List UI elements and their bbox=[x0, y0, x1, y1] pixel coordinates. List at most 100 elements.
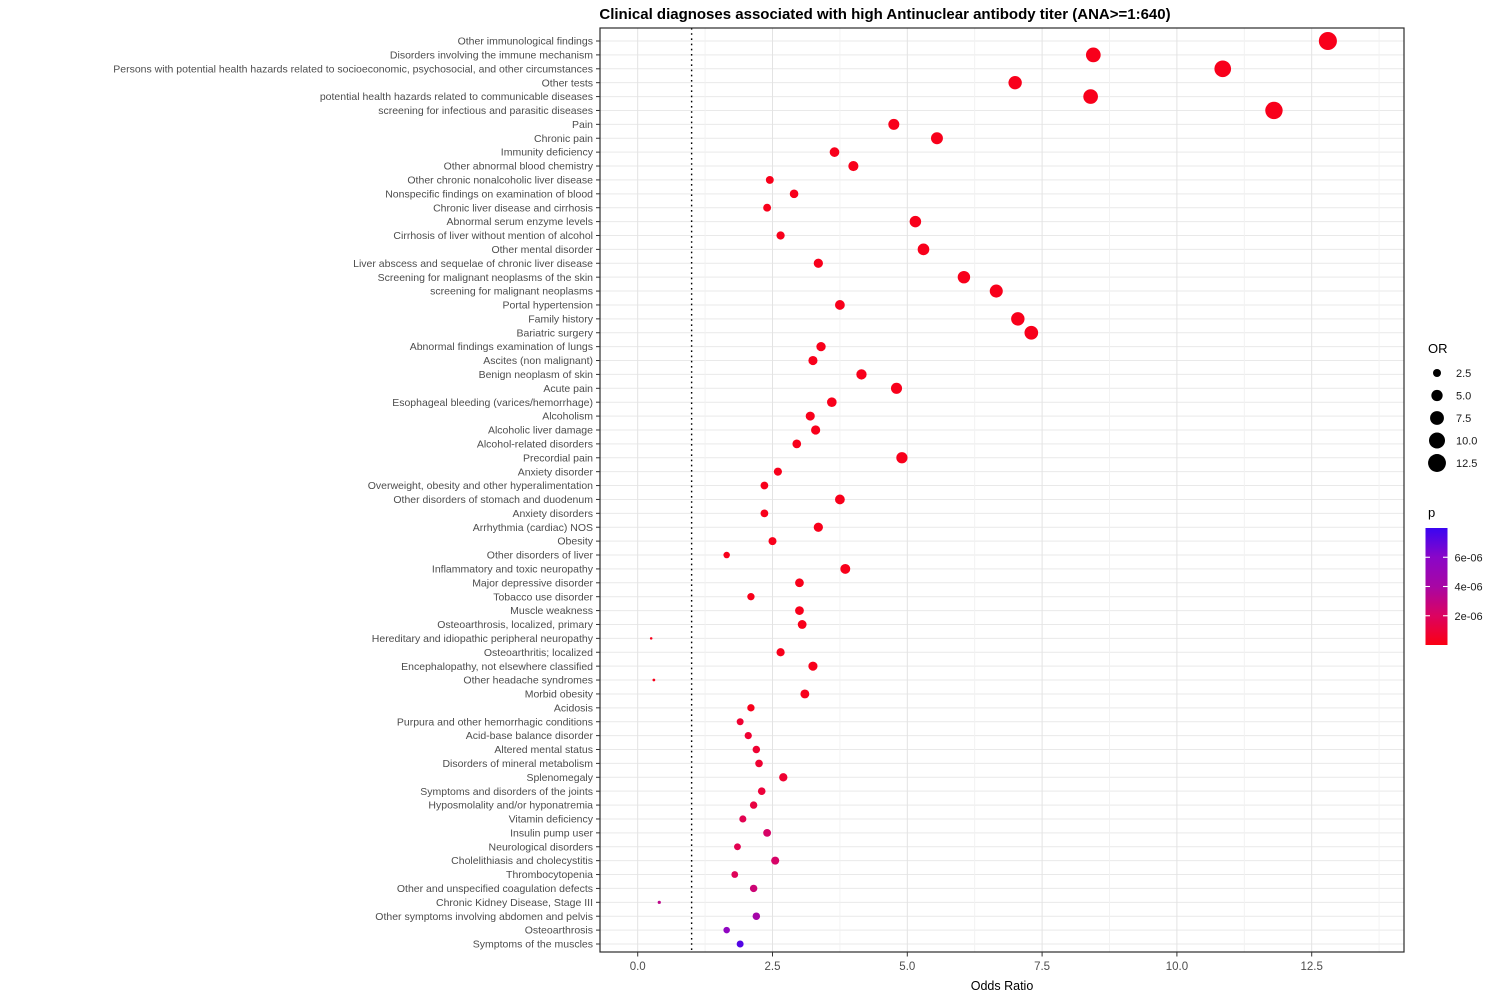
x-tick-label: 7.5 bbox=[1034, 961, 1050, 973]
y-axis-label: Other tests bbox=[542, 77, 593, 89]
y-axis-label: Symptoms of the muscles bbox=[473, 939, 593, 951]
size-legend-dot bbox=[1430, 411, 1444, 425]
data-point bbox=[752, 745, 761, 754]
y-axis-label: Acidosis bbox=[554, 702, 593, 714]
data-point bbox=[792, 439, 802, 449]
data-point bbox=[856, 369, 867, 380]
color-legend-title: p bbox=[1428, 505, 1435, 520]
data-point bbox=[1011, 312, 1025, 326]
y-axis-label: Alcohol-related disorders bbox=[477, 438, 593, 450]
y-axis-label: Cholelithiasis and cholecystitis bbox=[451, 855, 593, 867]
data-point bbox=[739, 815, 747, 823]
gridlines bbox=[600, 28, 1404, 952]
panel-background bbox=[600, 28, 1404, 952]
data-point bbox=[747, 593, 755, 601]
data-point bbox=[747, 704, 755, 712]
size-legend-label: 10.0 bbox=[1456, 436, 1477, 448]
y-axis-label: screening for malignant neoplasms bbox=[430, 286, 593, 298]
x-axis-title: Odds Ratio bbox=[971, 979, 1034, 993]
y-axis-label: Screening for malignant neoplasms of the… bbox=[378, 272, 594, 284]
data-point bbox=[835, 494, 845, 505]
data-point bbox=[805, 411, 815, 421]
y-axis-label: Ascites (non malignant) bbox=[483, 355, 593, 367]
data-point bbox=[765, 175, 774, 184]
data-point bbox=[989, 284, 1003, 298]
y-axis-label: Arrhythmia (cardiac) NOS bbox=[473, 522, 593, 534]
y-axis-label: Disorders involving the immune mechanism bbox=[390, 49, 593, 61]
data-point bbox=[813, 522, 823, 532]
y-axis-label: Other abnormal blood chemistry bbox=[444, 161, 594, 173]
data-point bbox=[800, 689, 810, 699]
data-point bbox=[744, 731, 752, 740]
data-point bbox=[752, 912, 761, 920]
x-tick-label: 2.5 bbox=[765, 961, 781, 973]
size-legend-label: 2.5 bbox=[1456, 368, 1471, 380]
y-axis-label: Cirrhosis of liver without mention of al… bbox=[393, 230, 593, 242]
x-tick-label: 0.0 bbox=[630, 961, 646, 973]
y-axis-label: Other and unspecified coagulation defect… bbox=[397, 883, 593, 895]
data-points bbox=[649, 31, 1337, 948]
y-axis-label: Tobacco use disorder bbox=[493, 591, 593, 603]
y-axis-label: Alcoholic liver damage bbox=[488, 425, 593, 437]
y-axis-label: Major depressive disorder bbox=[472, 577, 593, 589]
data-point bbox=[1265, 101, 1283, 120]
data-point bbox=[848, 160, 859, 172]
data-point bbox=[760, 481, 769, 490]
data-point bbox=[649, 637, 653, 640]
data-point bbox=[1008, 75, 1022, 90]
y-axis-label: Other symptoms involving abdomen and pel… bbox=[375, 911, 593, 923]
y-axis-label: Liver abscess and sequelae of chronic li… bbox=[353, 258, 593, 270]
y-axis-label: Other immunological findings bbox=[458, 36, 593, 48]
y-axis-label: Inflammatory and toxic neuropathy bbox=[432, 564, 594, 576]
y-axis-label: Alcoholism bbox=[542, 411, 593, 423]
y-axis-label: Chronic Kidney Disease, Stage III bbox=[436, 897, 593, 909]
y-axis-label: Purpura and other hemorrhagic conditions bbox=[397, 716, 593, 728]
y-axis-label: potential health hazards related to comm… bbox=[320, 91, 593, 103]
data-point bbox=[736, 718, 744, 726]
x-axis: 0.0 2.5 5.0 7.5 10.0 12.5 Odds Ratio bbox=[630, 952, 1323, 993]
y-axis-label: Obesity bbox=[557, 536, 593, 548]
y-axis-label: Acid-base balance disorder bbox=[466, 730, 594, 742]
color-legend-label: 4e-06 bbox=[1455, 582, 1483, 594]
y-axis-label: Nonspecific findings on examination of b… bbox=[385, 188, 593, 200]
data-point bbox=[808, 661, 818, 671]
y-axis-label: Disorders of mineral metabolism bbox=[442, 758, 593, 770]
data-point bbox=[776, 648, 785, 657]
size-legend-dot bbox=[1428, 432, 1446, 449]
data-point bbox=[1024, 325, 1039, 340]
data-point bbox=[723, 551, 730, 559]
chart-title: Clinical diagnoses associated with high … bbox=[599, 6, 1171, 23]
color-legend-label: 6e-06 bbox=[1455, 552, 1483, 564]
data-point bbox=[917, 243, 930, 256]
data-point bbox=[652, 678, 656, 682]
y-axis-label: Other disorders of stomach and duodenum bbox=[393, 494, 593, 506]
color-legend-bar bbox=[1425, 528, 1448, 645]
data-point bbox=[755, 759, 763, 768]
color-legend: p 6e-06 4e-06 2e-06 bbox=[1425, 505, 1483, 645]
y-axis-label: Immunity deficiency bbox=[501, 147, 594, 159]
panel-border bbox=[599, 27, 1405, 953]
size-legend-label: 5.0 bbox=[1456, 391, 1471, 403]
data-point bbox=[760, 509, 769, 518]
y-axis-label: Morbid obesity bbox=[525, 689, 594, 701]
y-axis-label: Other chronic nonalcoholic liver disease bbox=[407, 175, 593, 187]
data-point bbox=[795, 606, 804, 615]
y-axis-label: Acute pain bbox=[543, 383, 593, 395]
y-axis-label: Abnormal findings examination of lungs bbox=[410, 341, 593, 353]
y-axis-label: Anxiety disorders bbox=[512, 508, 593, 520]
y-axis-label: Osteoarthrosis bbox=[525, 925, 593, 937]
y-axis-label: Bariatric surgery bbox=[517, 327, 594, 339]
data-point bbox=[749, 884, 758, 893]
data-point bbox=[827, 397, 837, 408]
data-point bbox=[808, 355, 818, 366]
y-axis-label: Anxiety disorder bbox=[518, 466, 594, 478]
y-axis-label: Portal hypertension bbox=[503, 300, 594, 312]
data-point bbox=[813, 258, 823, 268]
data-point bbox=[1085, 47, 1101, 63]
data-point bbox=[734, 843, 741, 851]
y-axis-label: Thrombocytopenia bbox=[506, 869, 593, 881]
y-axis-label: Osteoarthrosis, localized, primary bbox=[437, 619, 594, 631]
